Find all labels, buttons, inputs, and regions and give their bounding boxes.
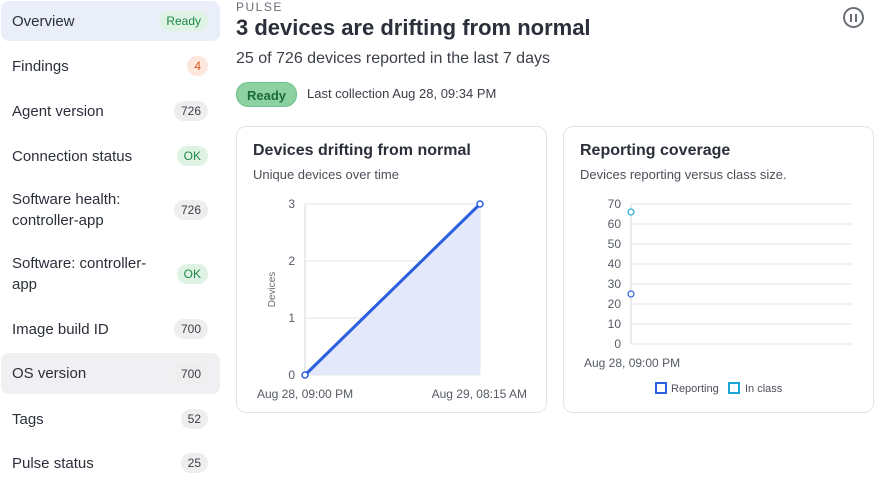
card-subtitle: Unique devices over time [253, 167, 399, 182]
y-tick-label: 0 [614, 337, 621, 351]
y-tick-label: 70 [608, 197, 622, 211]
x-tick-label: Aug 28, 09:00 PM [584, 356, 680, 370]
data-point [476, 200, 484, 208]
legend-swatch [728, 382, 740, 394]
count-badge: 25 [180, 453, 208, 473]
count-badge: 52 [180, 409, 208, 429]
sidebar-item-label: Connection status [12, 147, 133, 165]
y-tick-label: 1 [288, 311, 295, 325]
card-title: Reporting coverage [580, 142, 731, 159]
sidebar-item-image-build-id[interactable]: Image build ID 700 [1, 309, 220, 349]
sidebar-item-label: Findings [12, 57, 69, 75]
drift-chart-card: Devices drifting from normal Unique devi… [236, 126, 547, 413]
sidebar-item-label: Overview [12, 12, 75, 30]
y-tick-label: 2 [288, 254, 295, 268]
status-badge: OK [176, 264, 208, 284]
status-badge: OK [176, 146, 208, 166]
pause-button[interactable] [843, 7, 864, 28]
sidebar-item-software-controller-app[interactable]: Software: controller-app OK [1, 248, 220, 300]
y-tick-label: 50 [608, 237, 622, 251]
card-subtitle: Devices reporting versus class size. [580, 167, 787, 182]
status-badge: Ready [236, 82, 298, 107]
sidebar-item-tags[interactable]: Tags 52 [1, 399, 220, 439]
sidebar-item-findings[interactable]: Findings 4 [1, 46, 220, 86]
y-tick-label: 3 [288, 197, 295, 211]
page-title: 3 devices are drifting from normal [236, 15, 591, 40]
last-collection-text: Last collection Aug 28, 09:34 PM [307, 86, 497, 101]
sidebar-item-connection-status[interactable]: Connection status OK [1, 136, 220, 176]
data-point [627, 208, 635, 216]
sidebar-item-overview[interactable]: Overview Ready [1, 1, 220, 41]
page-subtitle: 25 of 726 devices reported in the last 7… [236, 50, 550, 67]
legend-swatch [655, 382, 667, 394]
pause-icon-bar [855, 13, 857, 22]
coverage-chart-card: Reporting coverage Devices reporting ver… [563, 126, 874, 413]
count-badge: 700 [173, 363, 208, 384]
y-axis-label: Devices [267, 272, 278, 308]
sidebar-item-label: Pulse status [12, 454, 94, 472]
sidebar: Overview Ready Findings 4 Agent version … [0, 0, 222, 484]
sidebar-item-label: Software: controller-app [12, 255, 147, 293]
coverage-chart: 0 10 20 30 40 50 60 70 Aug 28, 09:00 PM Reporting… [584, 197, 852, 395]
sidebar-item-label: OS version [12, 365, 87, 382]
count-badge: 726 [173, 200, 208, 220]
count-badge: 700 [173, 319, 208, 339]
pause-icon [850, 13, 852, 22]
status-badge: Ready [159, 11, 208, 31]
y-tick-label: 30 [608, 277, 622, 291]
count-badge: 726 [173, 101, 208, 121]
sidebar-item-label: Tags [12, 410, 44, 428]
y-tick-label: 10 [608, 317, 622, 331]
series-line [303, 202, 482, 377]
x-tick-label: Aug 28, 09:00 PM [257, 387, 353, 401]
sidebar-item-agent-version[interactable]: Agent version 726 [1, 91, 220, 131]
drift-chart: 0 1 2 3 Aug 28, 09:00 PM Aug 29, 08:15 AM Devi… [257, 197, 527, 401]
card-title: Devices drifting from normal [253, 142, 471, 159]
y-tick-label: 60 [608, 217, 622, 231]
sidebar-item-label: Agent version [12, 102, 104, 120]
data-point [627, 290, 635, 298]
y-tick-label: 0 [288, 368, 295, 382]
legend-label: In class [745, 383, 783, 395]
sidebar-item-label: Image build ID [12, 320, 109, 338]
legend-label: Reporting [671, 383, 719, 395]
x-tick-label: Aug 29, 08:15 AM [432, 387, 527, 401]
sidebar-item-label: Software health: controller-app [12, 191, 121, 229]
sidebar-item-os-version[interactable]: OS version 700 [1, 353, 220, 394]
data-point [301, 371, 309, 379]
y-tick-label: 40 [608, 257, 622, 271]
sidebar-item-pulse-status[interactable]: Pulse status 25 [1, 443, 220, 483]
y-tick-label: 20 [608, 297, 622, 311]
sidebar-item-software-health[interactable]: Software health: controller-app 726 [1, 184, 220, 236]
section-eyebrow: PULSE [236, 0, 283, 14]
count-badge: 4 [187, 56, 208, 76]
